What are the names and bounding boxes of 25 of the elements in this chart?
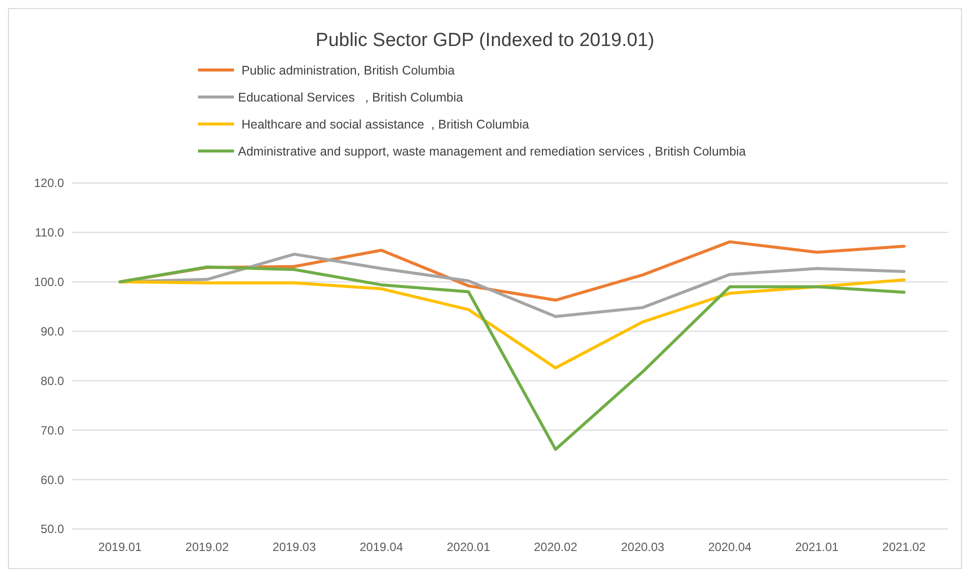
x-tick-label: 2020.04 [708,540,752,554]
x-tick-label: 2019.03 [272,540,316,554]
x-tick-label: 2019.01 [98,540,142,554]
x-tick-label: 2021.01 [795,540,839,554]
legend-label: Public administration, British Columbia [238,63,455,78]
legend-label: Administrative and support, waste management and remediation services , British Columbia [238,144,746,158]
y-tick-label: 100.0 [34,275,64,290]
line-series [118,266,906,451]
y-tick-label: 110.0 [34,226,64,240]
line-series [118,278,906,370]
legend-label: Educational Services , British Columbia [238,90,464,104]
y-tick-label: 90.0 [40,324,64,338]
y-tick-label: 80.0 [40,374,64,388]
legend-label: Healthcare and social assistance , British Columbia [238,117,530,132]
x-tick-label: 2020.02 [534,540,578,554]
y-tick-label: 120.0 [34,176,64,190]
y-tick-label: 50.0 [40,522,64,536]
x-tick-label: 2020.03 [620,540,665,554]
x-tick-label: 2019.04 [360,540,404,554]
chart-title: Public Sector GDP (Indexed to 2019.01) [316,30,654,51]
x-tick-label: 2020.01 [446,540,490,554]
y-tick-label: 60.0 [40,472,64,487]
x-tick-label: 2021.02 [882,540,926,554]
y-tick-label: 70.0 [40,423,64,438]
x-tick-label: 2019.02 [185,540,230,554]
